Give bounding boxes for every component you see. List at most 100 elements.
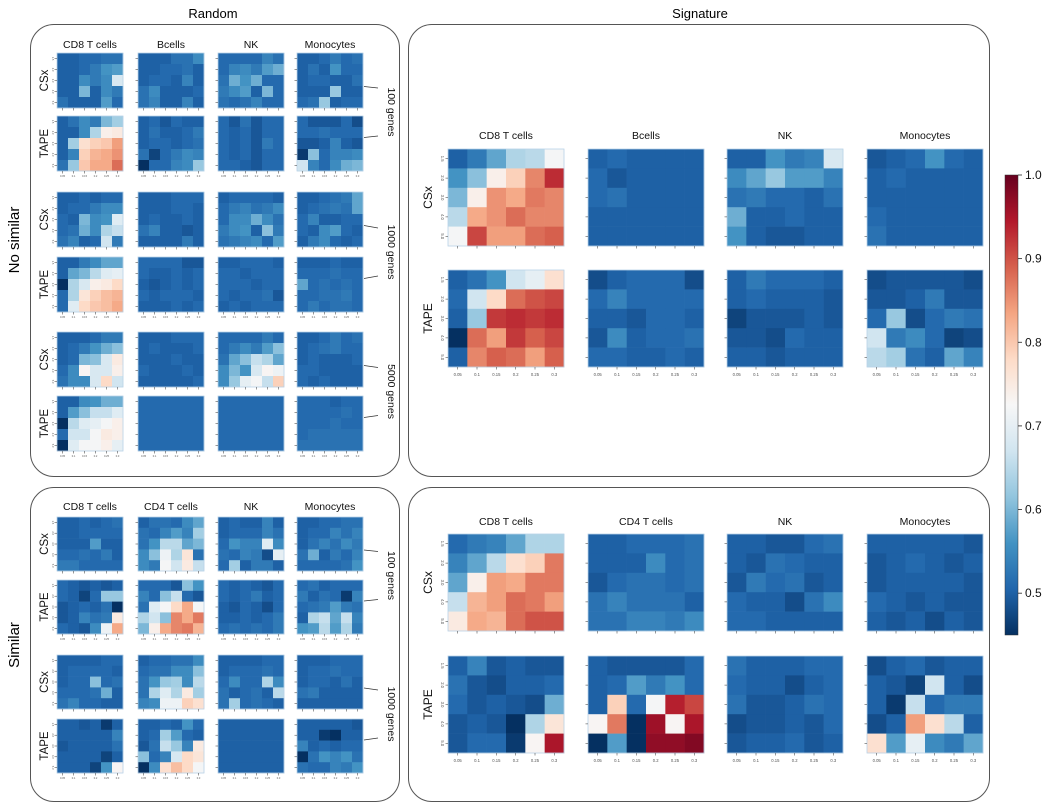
heatmap-cell <box>273 268 285 280</box>
heatmap-cell <box>765 611 786 632</box>
heatmap-cell <box>68 354 80 366</box>
heatmap-cell <box>57 160 69 172</box>
x-tick-label: 0.05 <box>221 776 227 780</box>
heatmap-cell <box>684 733 705 754</box>
heatmap-cell <box>448 592 468 612</box>
heatmap-cell <box>149 719 161 731</box>
heatmap-cell <box>684 347 705 368</box>
heatmap-cell <box>867 168 887 189</box>
heatmap-cell <box>823 187 844 208</box>
heatmap-cell <box>182 429 194 441</box>
heatmap-cell <box>944 347 964 368</box>
heatmap-cell <box>160 517 172 529</box>
heatmap-cell <box>925 226 945 247</box>
heatmap-cell <box>588 611 608 632</box>
heatmap-cell <box>308 580 320 592</box>
scenario-label-similar: Similar <box>6 622 23 668</box>
x-tick-label: 0.05 <box>594 372 603 377</box>
heatmap-cell <box>68 53 80 65</box>
heatmap-cell <box>319 53 331 65</box>
y-tick-label: 3.0 <box>51 358 55 362</box>
x-tick-label: 0.1 <box>753 758 759 763</box>
x-tick-label: 0.15 <box>322 637 328 641</box>
heatmap-cell <box>905 572 926 593</box>
heatmap-cell <box>240 549 252 561</box>
heatmap-cell <box>79 268 91 280</box>
y-tick-label: 2.0 <box>51 68 55 72</box>
heatmap-cell <box>138 160 150 172</box>
heatmap-cell <box>352 301 364 313</box>
heatmap-cell <box>273 698 285 710</box>
column-title: NK <box>244 39 259 51</box>
heatmap-cell <box>251 740 263 752</box>
heatmap-cell <box>160 203 172 215</box>
heatmap-cell <box>746 656 766 676</box>
heatmap-cell <box>607 168 627 189</box>
heatmap-cell <box>262 301 274 313</box>
x-tick-label: 0.05 <box>733 758 742 763</box>
heatmap-cell <box>90 64 102 76</box>
heatmap-cell <box>182 665 194 677</box>
heatmap-cell <box>823 308 844 329</box>
heatmap-cell <box>182 601 194 613</box>
heatmap-cell <box>90 687 102 699</box>
heatmap-cell <box>448 656 468 676</box>
heatmap-cell <box>330 740 342 752</box>
heatmap-cell <box>785 226 805 247</box>
heatmap-cell <box>341 560 353 572</box>
x-tick-label: 0.25 <box>344 454 350 458</box>
heatmap-cell <box>486 733 507 754</box>
heatmap-cell <box>448 553 468 574</box>
heatmap-cell <box>251 698 263 710</box>
heatmap-cell <box>229 601 241 613</box>
x-tick-label: 0.2 <box>792 372 798 377</box>
heatmap-cell <box>341 138 353 150</box>
heatmap-cell <box>57 429 69 441</box>
heatmap-cell <box>308 762 320 774</box>
heatmap-cell <box>341 440 353 452</box>
heatmap-cell <box>193 236 205 248</box>
heatmap-cell <box>262 676 274 688</box>
heatmap-cell <box>101 138 113 150</box>
heatmap-cell <box>251 560 263 572</box>
heatmap-cell <box>229 429 241 441</box>
heatmap-cell <box>218 149 230 161</box>
heatmap-cell <box>273 214 285 226</box>
heatmap-cell <box>90 53 102 65</box>
heatmap-cell <box>251 214 263 226</box>
heatmap-cell <box>588 534 608 554</box>
heatmap-cell <box>101 376 113 388</box>
heatmap-cell <box>352 729 364 741</box>
heatmap-cell <box>171 538 183 550</box>
heatmap-cell <box>319 279 331 291</box>
heatmap-cell <box>171 225 183 237</box>
heatmap-cell <box>330 429 342 441</box>
y-tick-label: 3.0 <box>51 283 55 287</box>
x-tick-label: 0.2 <box>94 637 98 641</box>
heatmap-cell <box>240 268 252 280</box>
heatmap-cell <box>804 328 824 348</box>
heatmap-cell <box>273 590 285 602</box>
heatmap-cell <box>588 733 608 754</box>
y-tick-label: 5.0 <box>51 164 55 168</box>
heatmap-cell <box>273 365 285 377</box>
heatmap-cell <box>229 517 241 529</box>
x-tick-label: 0.15 <box>243 637 249 641</box>
heatmap-cell <box>273 601 285 613</box>
heatmap-cell <box>448 534 468 554</box>
heatmap-cell <box>785 187 805 208</box>
heatmap-cell <box>944 207 964 227</box>
heatmap-cell <box>112 116 124 128</box>
heatmap-cell <box>746 675 766 696</box>
heatmap-cell <box>90 655 102 667</box>
heatmap-cell <box>240 343 252 355</box>
heatmap-cell <box>330 590 342 602</box>
heatmap-cell <box>330 97 342 109</box>
heatmap-cell <box>149 149 161 161</box>
heatmap <box>864 269 984 370</box>
heatmap-cell <box>588 328 608 348</box>
heatmap-cell <box>101 64 113 76</box>
heatmap-cell <box>182 332 194 344</box>
heatmap-cell <box>626 656 647 676</box>
heatmap-cell <box>823 207 844 227</box>
